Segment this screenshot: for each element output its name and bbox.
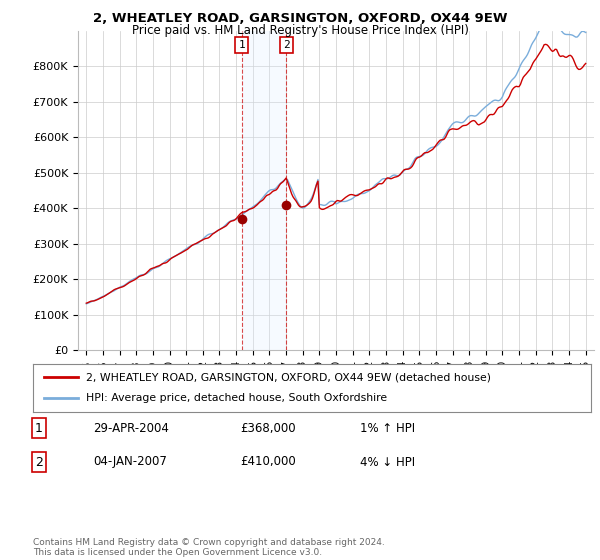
- Text: 2, WHEATLEY ROAD, GARSINGTON, OXFORD, OX44 9EW (detached house): 2, WHEATLEY ROAD, GARSINGTON, OXFORD, OX…: [86, 372, 491, 382]
- Text: HPI: Average price, detached house, South Oxfordshire: HPI: Average price, detached house, Sout…: [86, 393, 387, 403]
- Text: Contains HM Land Registry data © Crown copyright and database right 2024.
This d: Contains HM Land Registry data © Crown c…: [33, 538, 385, 557]
- Text: 4% ↓ HPI: 4% ↓ HPI: [360, 455, 415, 469]
- Text: £368,000: £368,000: [240, 422, 296, 435]
- Text: 29-APR-2004: 29-APR-2004: [93, 422, 169, 435]
- Text: 2: 2: [283, 40, 290, 50]
- Text: 04-JAN-2007: 04-JAN-2007: [93, 455, 167, 469]
- Bar: [242, 31, 286, 350]
- Text: £410,000: £410,000: [240, 455, 296, 469]
- Text: Price paid vs. HM Land Registry's House Price Index (HPI): Price paid vs. HM Land Registry's House …: [131, 24, 469, 36]
- Text: 2, WHEATLEY ROAD, GARSINGTON, OXFORD, OX44 9EW: 2, WHEATLEY ROAD, GARSINGTON, OXFORD, OX…: [93, 12, 507, 25]
- Text: 1: 1: [35, 422, 43, 435]
- Text: 1: 1: [238, 40, 245, 50]
- Text: 1% ↑ HPI: 1% ↑ HPI: [360, 422, 415, 435]
- Text: 2: 2: [35, 455, 43, 469]
